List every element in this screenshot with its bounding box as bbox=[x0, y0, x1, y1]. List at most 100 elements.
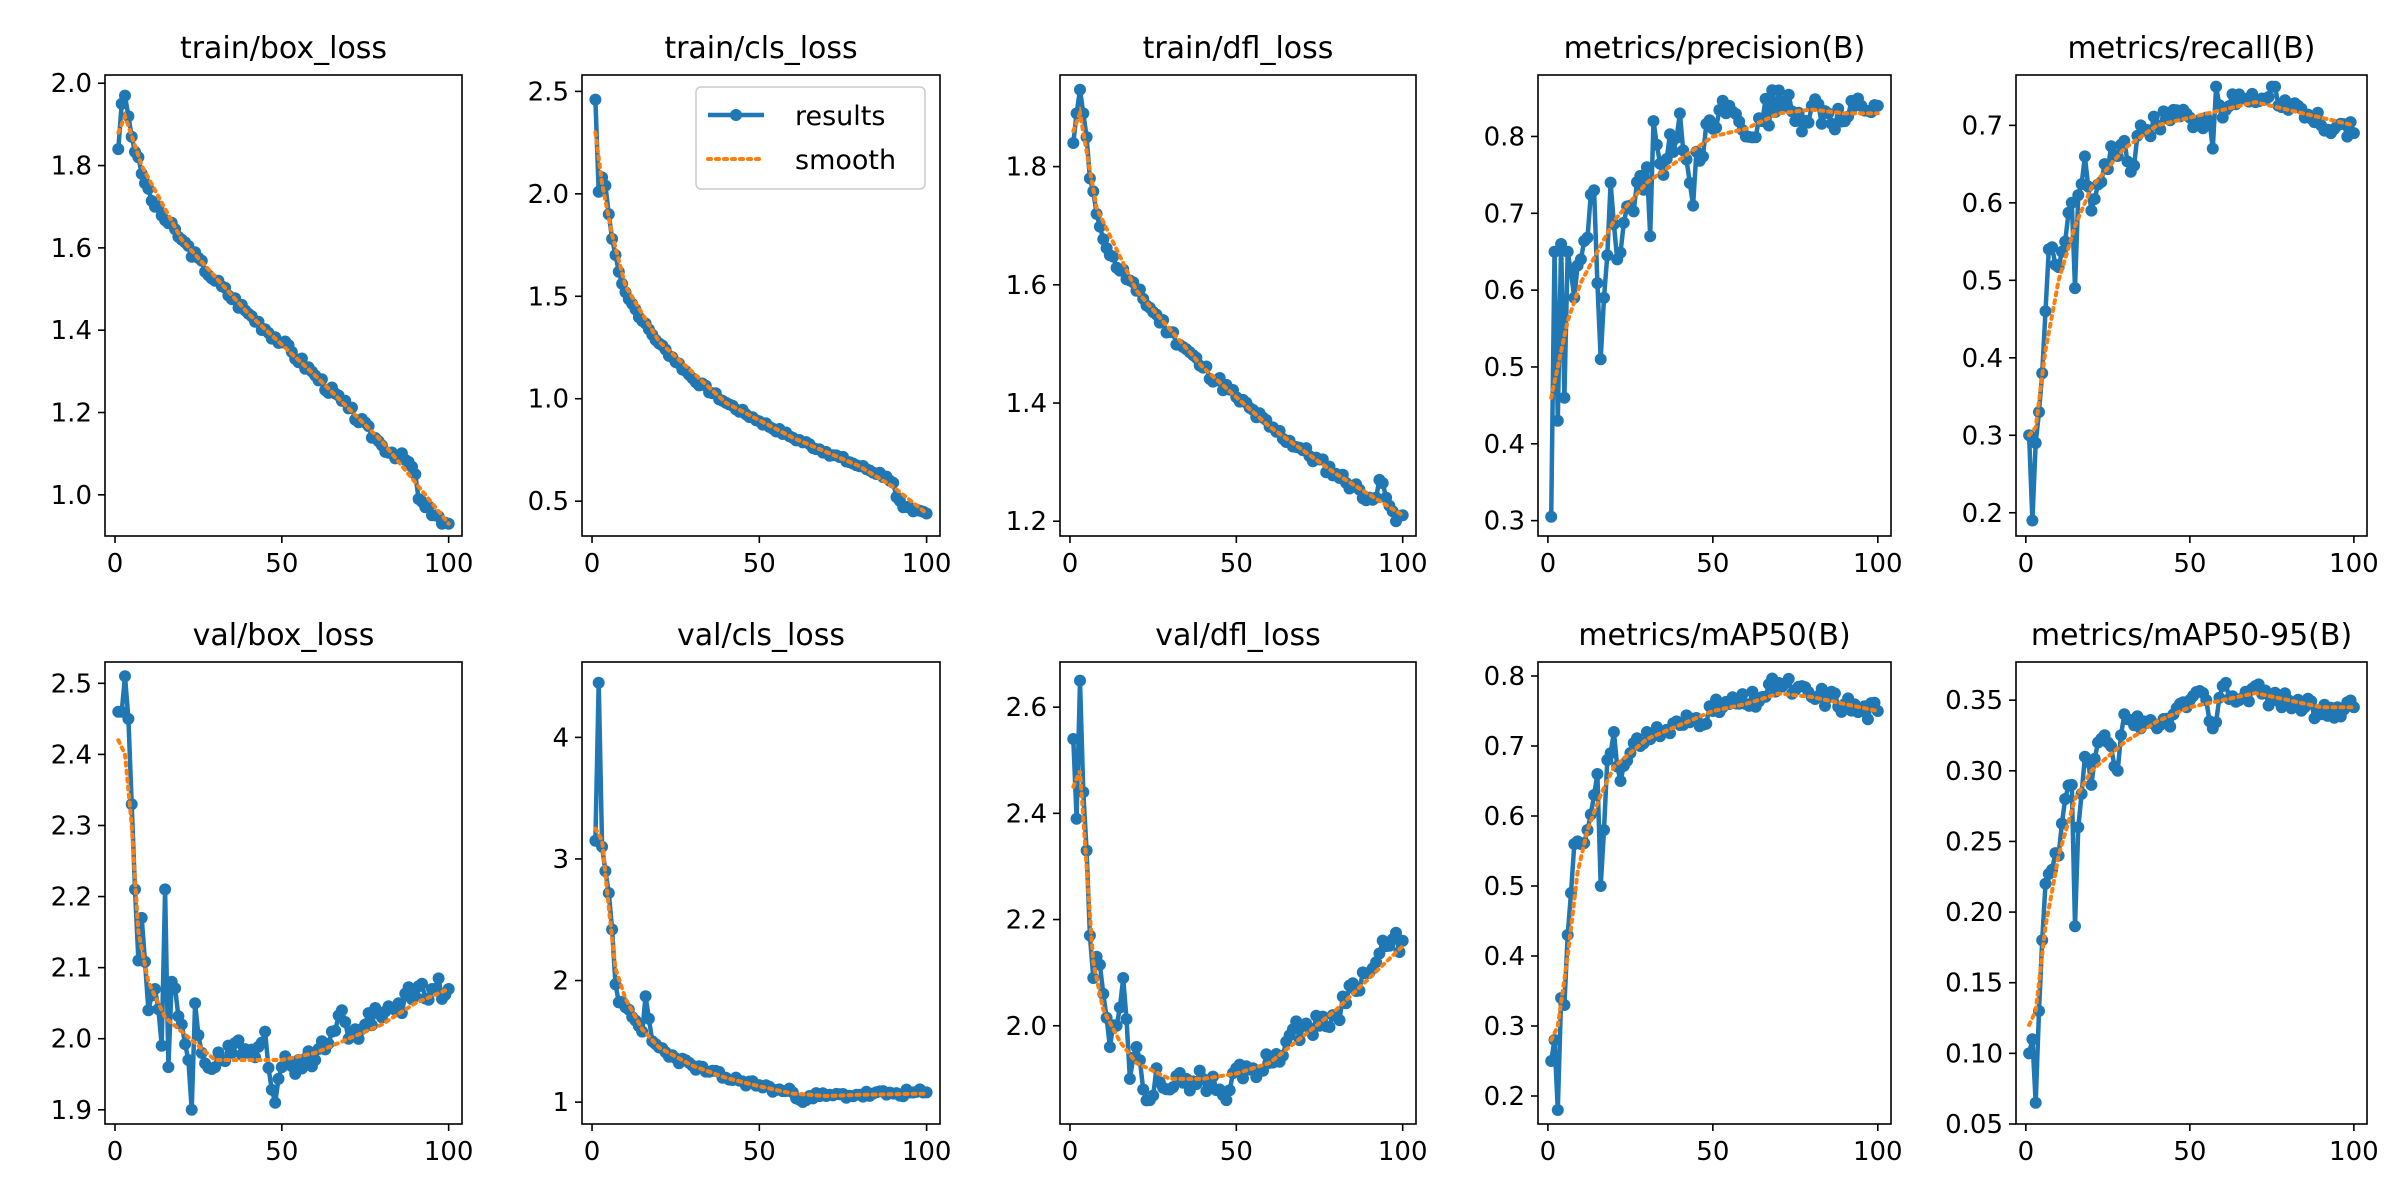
subplot-1: train/box_loss 0 50 100 1.0 1.2 1.4 1.6 1.8 2.0 bbox=[51, 31, 474, 579]
results-data-point bbox=[1598, 824, 1610, 836]
y-tick-label: 0.25 bbox=[1945, 827, 2003, 857]
y-tick-label: 0.8 bbox=[1484, 122, 1525, 152]
results-data-point bbox=[295, 1062, 308, 1075]
results-data-point bbox=[1617, 216, 1630, 229]
x-tick-label: 0 bbox=[584, 549, 601, 579]
results-data-point bbox=[142, 1004, 155, 1017]
x-tick-label: 100 bbox=[424, 549, 474, 579]
results-data-point bbox=[2062, 206, 2075, 219]
results-series-line bbox=[1071, 87, 1404, 524]
plot-area bbox=[1067, 83, 1409, 528]
y-tick-label: 1.4 bbox=[51, 316, 92, 346]
results-data-point bbox=[1762, 119, 1775, 132]
plot-area bbox=[1545, 84, 1884, 523]
results-data-point bbox=[422, 500, 435, 513]
legend-results-marker bbox=[730, 109, 742, 121]
results-data-point bbox=[1614, 246, 1627, 259]
results-data-point bbox=[2039, 305, 2052, 318]
x-tick-label: 100 bbox=[1853, 549, 1903, 579]
results-data-point bbox=[1123, 1072, 1136, 1085]
results-data-point bbox=[1828, 687, 1841, 700]
axes-frame bbox=[581, 74, 941, 537]
smooth-series-line bbox=[2027, 691, 2356, 1028]
results-data-point bbox=[262, 1061, 275, 1074]
axes-frame bbox=[1537, 74, 1892, 537]
results-data-point bbox=[409, 468, 422, 481]
results-data-point bbox=[119, 89, 131, 102]
results-data-point bbox=[339, 1016, 352, 1028]
results-data-point bbox=[2072, 189, 2085, 202]
y-tick-label: 2.0 bbox=[51, 1025, 92, 1055]
subplot-5: metrics/recall(B) 0 50 100 0.2 0.3 0.4 0.5 0.6 0.… bbox=[1962, 31, 2379, 579]
y-tick-label: 0.35 bbox=[1945, 686, 2003, 716]
subplot-title: val/cls_loss bbox=[677, 618, 845, 653]
results-data-point bbox=[1340, 997, 1353, 1010]
smooth-series-line bbox=[2027, 100, 2356, 438]
results-data-point bbox=[1323, 1021, 1336, 1033]
results-data-point bbox=[182, 1054, 195, 1066]
results-data-point bbox=[1759, 92, 1772, 105]
results-data-point bbox=[432, 972, 445, 985]
results-series-line bbox=[593, 680, 927, 1105]
y-tick-label: 0.30 bbox=[1945, 757, 2003, 787]
results-data-point bbox=[1306, 1029, 1319, 1041]
results-data-point bbox=[1861, 713, 1874, 726]
y-tick-label: 1.8 bbox=[51, 152, 92, 182]
y-tick-label: 2.3 bbox=[51, 811, 92, 841]
results-data-point bbox=[1604, 176, 1617, 189]
results-data-point bbox=[272, 1072, 285, 1085]
results-data-point bbox=[1220, 1094, 1233, 1107]
x-tick-label: 100 bbox=[2329, 1137, 2379, 1167]
results-data-point bbox=[589, 93, 602, 106]
results-data-point bbox=[1107, 250, 1120, 263]
results-data-point bbox=[2055, 817, 2068, 830]
subplot-title: metrics/precision(B) bbox=[1564, 31, 1866, 66]
results-data-point bbox=[1828, 123, 1841, 136]
results-data-point bbox=[1815, 682, 1828, 695]
results-data-point bbox=[175, 1018, 188, 1031]
results-data-point bbox=[1710, 121, 1723, 134]
results-data-point bbox=[192, 1029, 205, 1042]
axes-frame bbox=[581, 661, 941, 1125]
results-data-point bbox=[1353, 984, 1366, 997]
results-data-point bbox=[1574, 253, 1587, 266]
plot-area bbox=[589, 93, 933, 520]
legend-smooth-label: smooth bbox=[795, 145, 896, 176]
results-data-point bbox=[1746, 685, 1759, 698]
results-data-point bbox=[2347, 127, 2360, 140]
results-data-point bbox=[1130, 1041, 1143, 1053]
results-series-line bbox=[1071, 678, 1405, 1103]
smooth-series-line bbox=[1071, 770, 1405, 1081]
results-series-line bbox=[1548, 676, 1880, 1113]
y-tick-label: 0.4 bbox=[1484, 942, 1525, 972]
x-tick-label: 0 bbox=[1062, 549, 1079, 579]
y-tick-label: 0.3 bbox=[1962, 421, 2003, 451]
x-tick-label: 0 bbox=[1540, 549, 1557, 579]
legend-results-label: results bbox=[795, 101, 885, 132]
results-data-point bbox=[1640, 161, 1653, 174]
results-data-point bbox=[259, 1025, 272, 1038]
y-tick-label: 2.2 bbox=[51, 883, 92, 913]
subplot-title: metrics/recall(B) bbox=[2067, 31, 2315, 66]
results-data-point bbox=[1795, 125, 1808, 138]
results-data-point bbox=[179, 1038, 192, 1051]
results-data-point bbox=[1614, 775, 1627, 787]
results-data-point bbox=[1594, 353, 1607, 366]
x-tick-label: 0 bbox=[1540, 1137, 1557, 1167]
results-data-point bbox=[1390, 926, 1402, 939]
results-data-point bbox=[232, 1034, 245, 1047]
results-data-point bbox=[1871, 99, 1884, 112]
subplot-title: val/box_loss bbox=[193, 618, 375, 653]
results-data-point bbox=[185, 1103, 198, 1116]
x-tick-label: 100 bbox=[1378, 1137, 1428, 1167]
results-data-point bbox=[1067, 733, 1080, 745]
x-tick-label: 0 bbox=[2018, 549, 2035, 579]
results-data-point bbox=[1673, 107, 1686, 120]
results-data-point bbox=[1670, 131, 1683, 144]
results-data-point bbox=[1591, 768, 1604, 780]
results-data-point bbox=[315, 373, 328, 386]
x-tick-label: 50 bbox=[2173, 1137, 2206, 1167]
results-data-point bbox=[2164, 720, 2177, 733]
results-data-point bbox=[1070, 812, 1083, 825]
x-tick-label: 50 bbox=[743, 1137, 776, 1167]
